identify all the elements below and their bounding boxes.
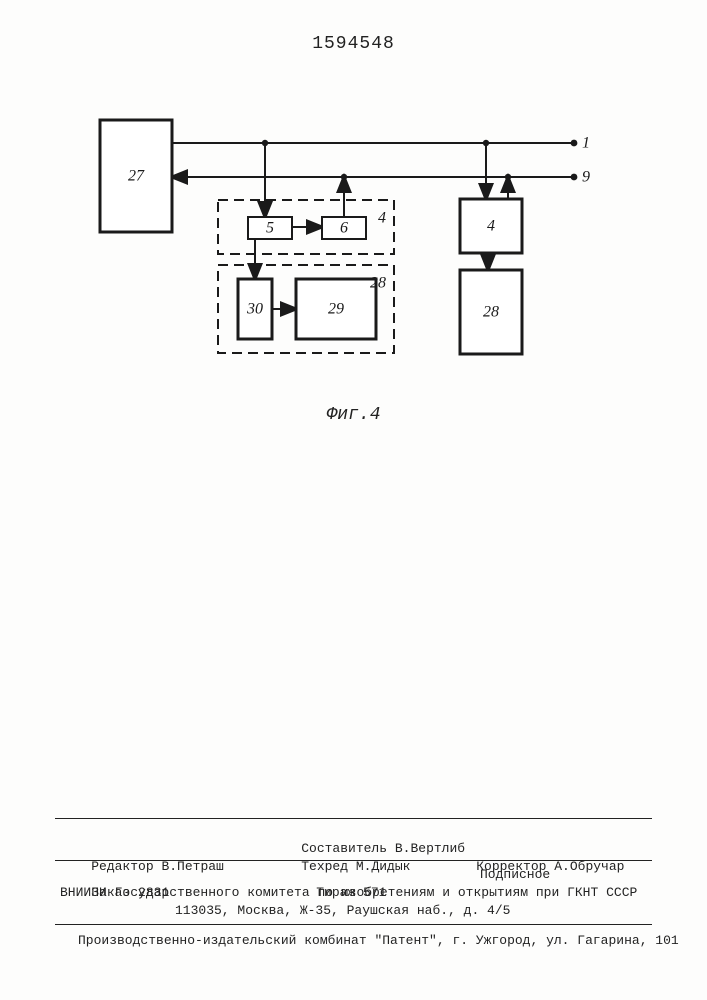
svg-text:9: 9 [582, 169, 590, 186]
printer-line: Производственно-издательский комбинат "П… [78, 932, 679, 950]
subscription: Подписное [480, 866, 550, 884]
figure-caption: Фиг.4 [0, 405, 707, 425]
rule [55, 818, 652, 819]
svg-text:28: 28 [370, 274, 386, 291]
org-line1: ВНИИПИ Государственного комитета по изоб… [60, 884, 652, 902]
rule [55, 860, 652, 861]
svg-text:27: 27 [128, 168, 145, 185]
editor-value: В.Петраш [161, 859, 223, 874]
svg-text:30: 30 [246, 301, 263, 318]
rule [55, 924, 652, 925]
corrector-value: А.Обручар [554, 859, 624, 874]
svg-text:6: 6 [340, 220, 348, 237]
svg-text:1: 1 [582, 135, 590, 152]
svg-text:5: 5 [266, 220, 274, 237]
svg-text:28: 28 [483, 304, 499, 321]
page: 1594548 2756443029282819 Фиг.4 Составите… [0, 0, 707, 1000]
svg-text:29: 29 [328, 301, 344, 318]
org-line2: 113035, Москва, Ж-35, Раушская наб., д. … [175, 902, 510, 920]
svg-text:4: 4 [487, 218, 495, 235]
svg-text:4: 4 [378, 209, 386, 226]
block-diagram: 27 5 6 4 4 30 29 28 28 1 9 [90, 115, 590, 395]
document-number: 1594548 [0, 34, 707, 54]
